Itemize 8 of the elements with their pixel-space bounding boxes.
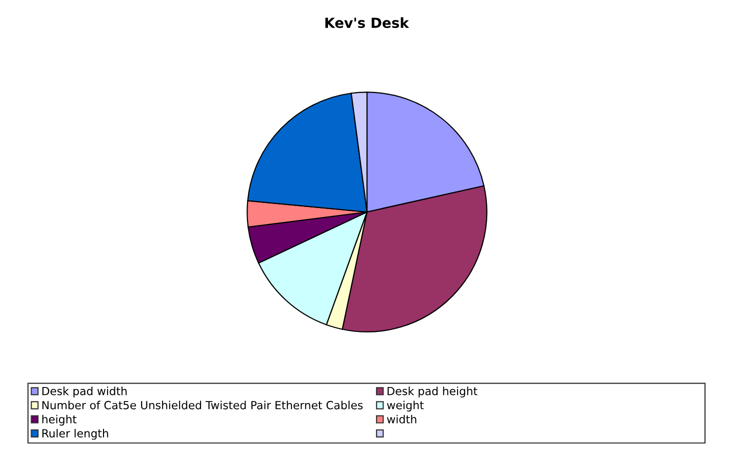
legend-label: Desk pad height xyxy=(388,386,478,398)
legend-label: height xyxy=(42,414,76,426)
legend-label: Number of Cat5e Unshielded Twisted Pair Ethernet Cables xyxy=(42,400,363,410)
legend-label: Desk pad width xyxy=(42,386,127,398)
chart-title: Kev's Desk xyxy=(325,17,410,28)
legend-label: weight xyxy=(387,400,424,412)
legend-label: width xyxy=(387,414,416,424)
legend-label: Ruler length xyxy=(42,428,108,440)
